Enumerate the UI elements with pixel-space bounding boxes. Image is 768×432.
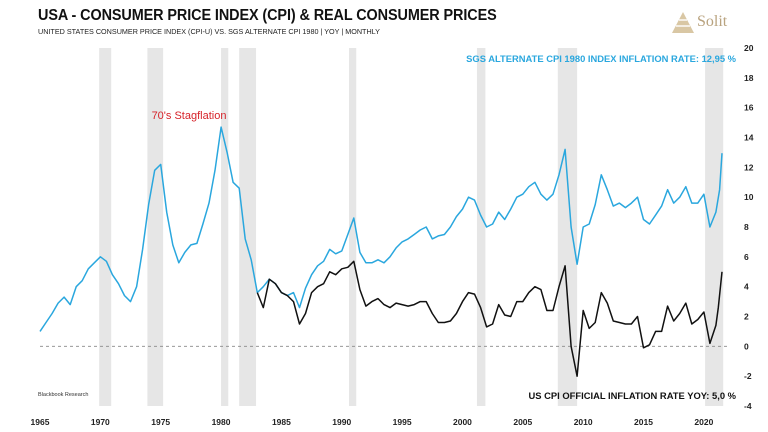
- y-tick-label: 8: [744, 222, 749, 232]
- cpi-series-line: [256, 260, 723, 377]
- y-tick-label: 0: [744, 341, 749, 351]
- y-tick-label: 4: [744, 282, 749, 292]
- recession-band-2: [221, 48, 229, 406]
- x-tick-label: 1985: [272, 417, 291, 427]
- logo-text: Solit: [697, 13, 728, 30]
- x-tick-label: 1975: [151, 417, 170, 427]
- cpi-rate-label: US CPI OFFICIAL INFLATION RATE YOY: 5,0 …: [529, 390, 737, 401]
- recession-bands: [99, 48, 724, 406]
- x-tick-label: 2005: [513, 417, 532, 427]
- stagflation-annotation: 70's Stagflation: [152, 110, 227, 122]
- y-tick-label: 10: [744, 192, 754, 202]
- source-label: Blackbook Research: [38, 392, 88, 398]
- pyramid-logo-icon: [672, 12, 694, 33]
- y-tick-label: 18: [744, 73, 754, 83]
- x-tick-label: 1990: [332, 417, 351, 427]
- y-tick-label: 16: [744, 103, 754, 113]
- y-axis: -4 -2 0 2 4 6 8 10 12 14 16 18 20: [744, 43, 754, 411]
- series-lines: [39, 126, 723, 377]
- x-tick-label: 1970: [91, 417, 110, 427]
- y-tick-label: -4: [744, 401, 752, 411]
- y-tick-label: 12: [744, 162, 754, 172]
- sgs-series-line: [39, 126, 723, 332]
- x-tick-label: 2010: [574, 417, 593, 427]
- recession-band-7: [705, 48, 724, 406]
- sgs-rate-label: SGS ALTERNATE CPI 1980 INDEX INFLATION R…: [466, 53, 736, 64]
- x-tick-label: 1995: [393, 417, 412, 427]
- recession-band-4: [348, 48, 357, 406]
- recession-band-6: [557, 48, 578, 406]
- x-tick-label: 2000: [453, 417, 472, 427]
- page-subtitle: UNITED STATES CONSUMER PRICE INDEX (CPI-…: [38, 27, 380, 36]
- x-axis: 1965 1970 1975 1980 1985 1990 1995 2000 2005 2010…: [31, 417, 714, 427]
- x-tick-label: 2015: [634, 417, 653, 427]
- logo: Solit: [671, 8, 761, 38]
- recession-band-5: [476, 48, 486, 406]
- recession-band-0: [99, 48, 112, 406]
- y-tick-label: -2: [744, 371, 752, 381]
- y-tick-label: 14: [744, 133, 754, 143]
- recession-band-1: [147, 48, 164, 406]
- y-tick-label: 2: [744, 312, 749, 322]
- x-tick-label: 2020: [694, 417, 713, 427]
- recession-band-3: [239, 48, 257, 406]
- x-tick-label: 1965: [31, 417, 50, 427]
- y-tick-label: 6: [744, 252, 749, 262]
- page-title: USA - CONSUMER PRICE INDEX (CPI) & REAL …: [38, 7, 497, 24]
- y-tick-label: 20: [744, 43, 754, 53]
- x-tick-label: 1980: [212, 417, 231, 427]
